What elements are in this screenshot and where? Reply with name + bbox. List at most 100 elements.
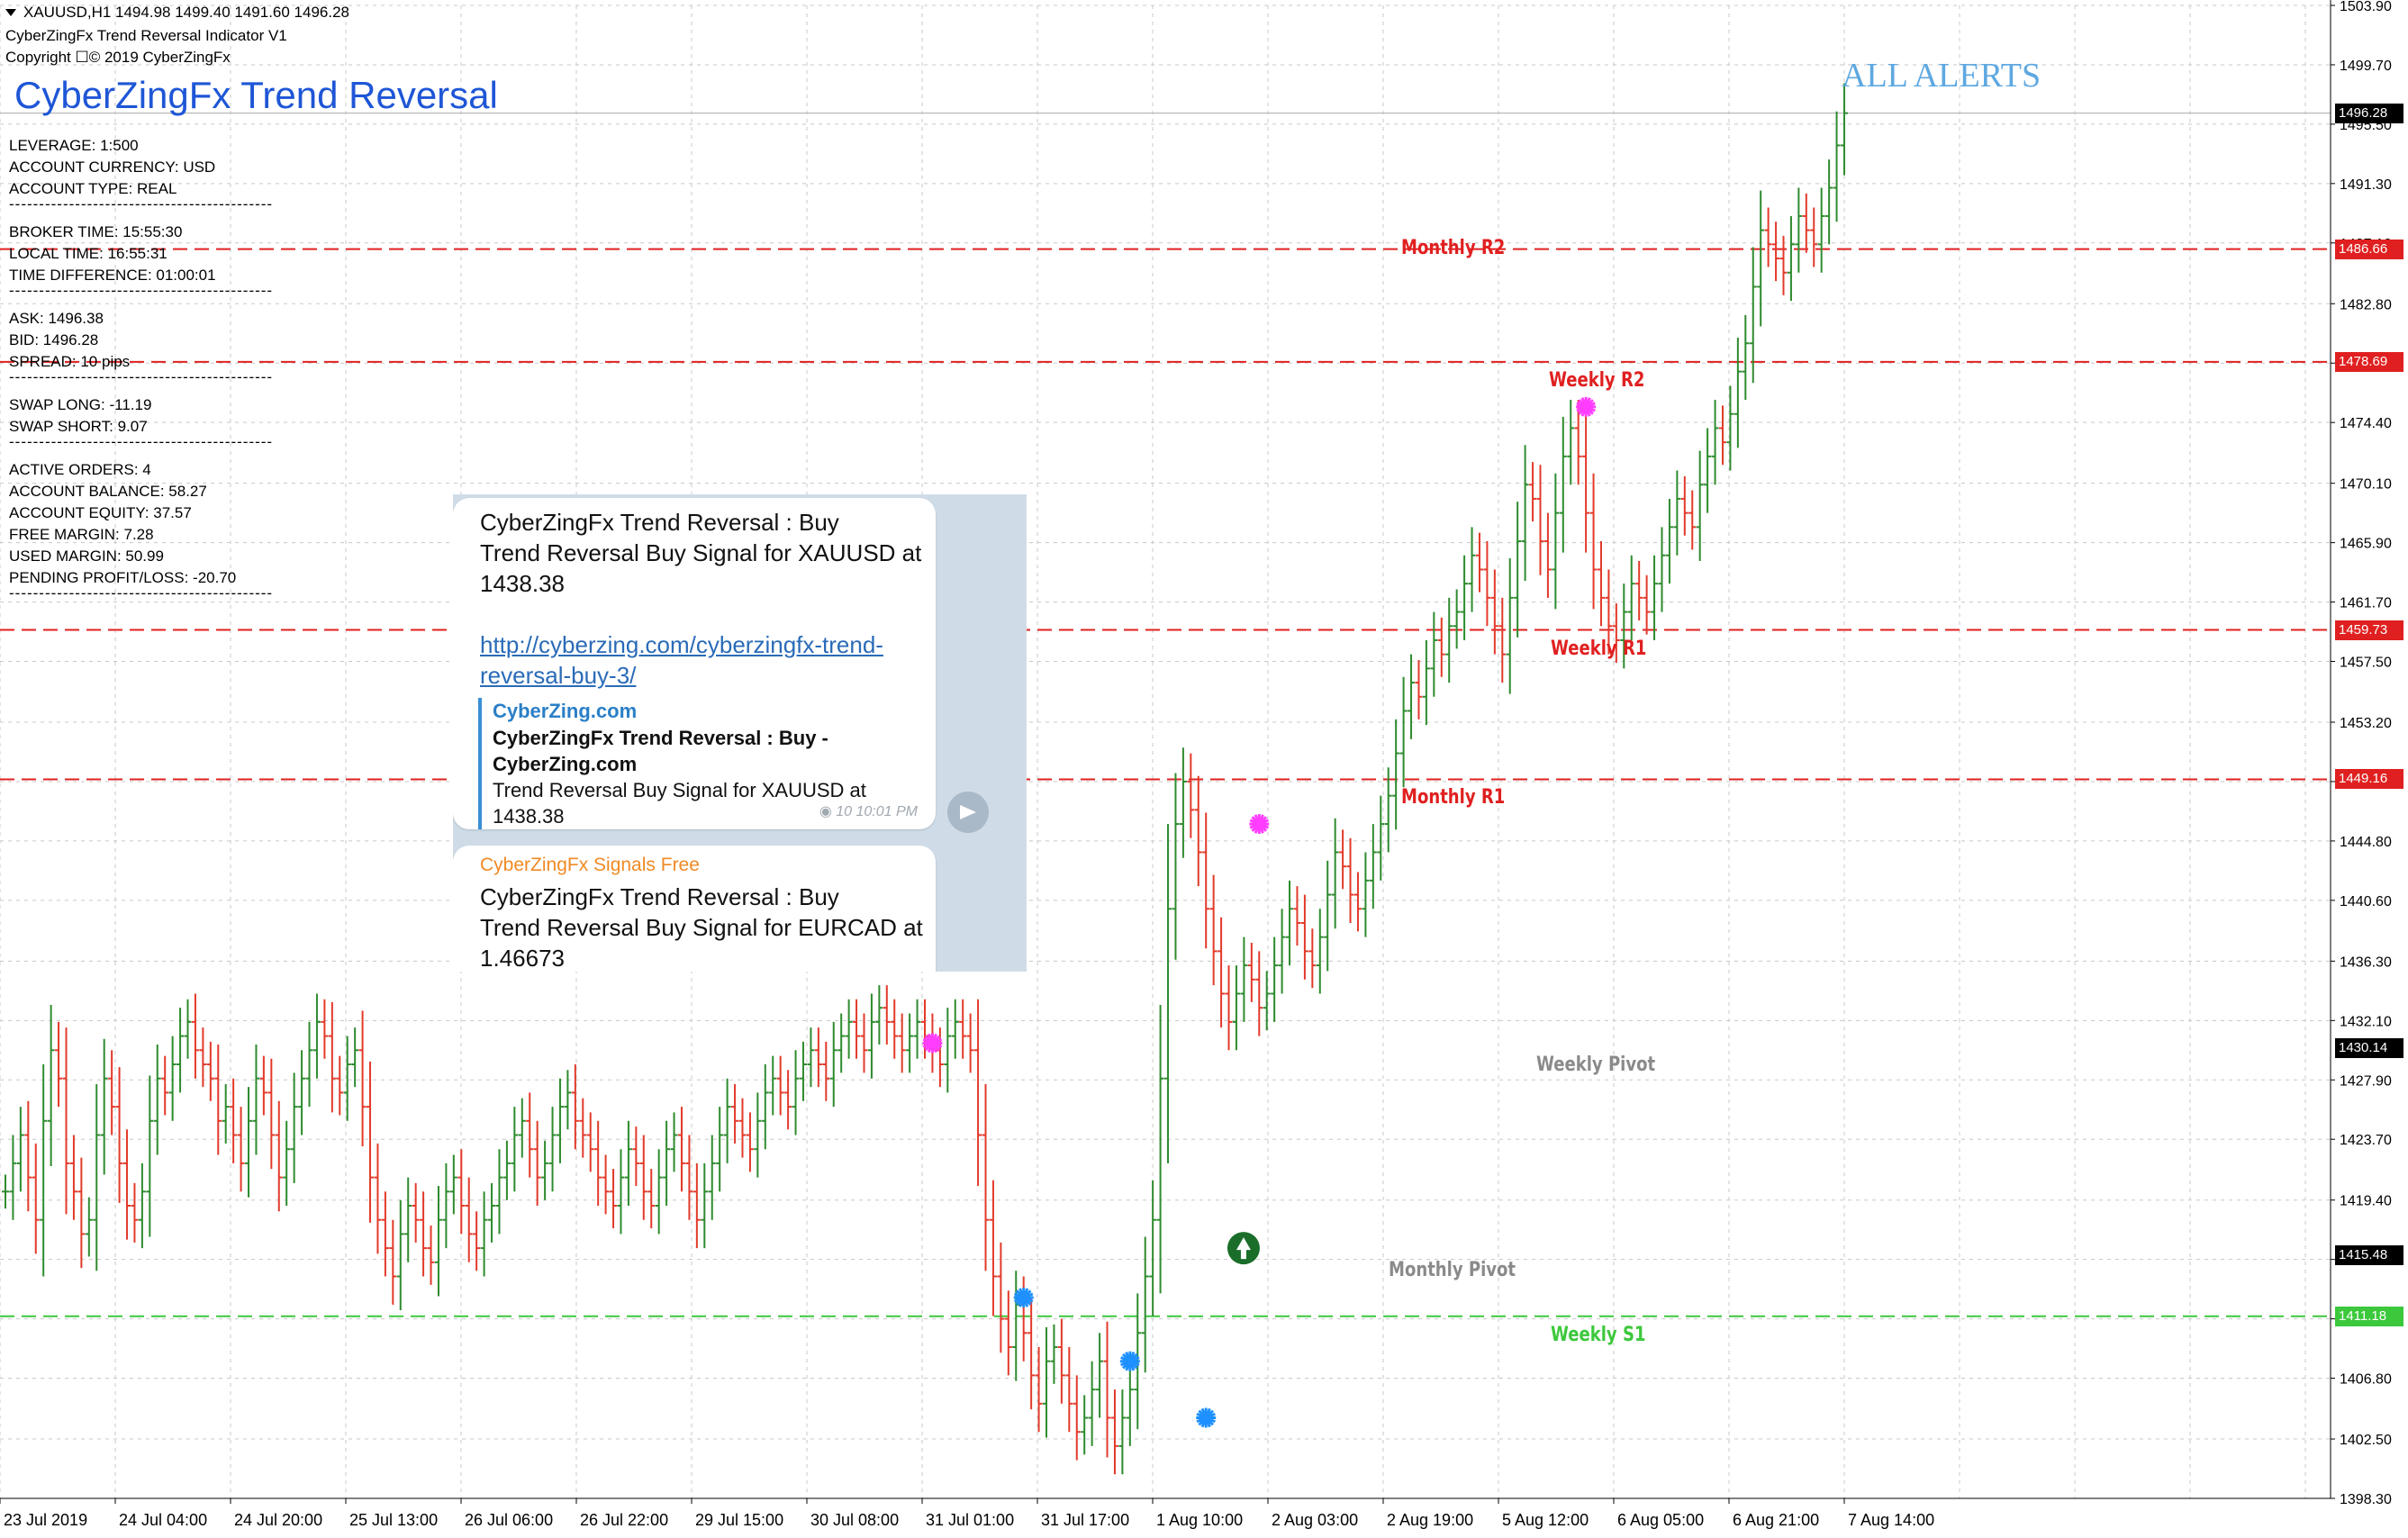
account-info-panel: LEVERAGE: 1:500 ACCOUNT CURRENCY: USD AC…	[9, 135, 273, 611]
broker-time-row: BROKER TIME: 15:55:30	[9, 223, 183, 240]
swap-long-row: SWAP LONG: -11.19	[9, 396, 152, 413]
y-tick-label: 1406.80	[2340, 1372, 2392, 1388]
level-label: Monthly R2	[1401, 236, 1506, 259]
swap-short-row: SWAP SHORT: 9.07	[9, 418, 148, 435]
buy-signal-marker	[1119, 1351, 1140, 1371]
marker-core	[1201, 1413, 1211, 1423]
level-label: Weekly Pivot	[1536, 1054, 1656, 1076]
preview-description: 1438.38	[493, 805, 565, 828]
x-tick-label: 29 Jul 15:00	[695, 1511, 783, 1529]
y-tick-label: 1427.90	[2340, 1073, 2392, 1089]
buy-arrow-glyph	[1236, 1237, 1251, 1260]
x-tick-label: 23 Jul 2019	[4, 1511, 87, 1529]
marker-core	[1581, 402, 1591, 412]
message-line: CyberZingFx Trend Reversal : Buy	[480, 509, 839, 536]
y-tick-label: 1465.90	[2340, 537, 2392, 552]
level-label: Weekly S1	[1551, 1323, 1646, 1346]
time-difference-row: TIME DIFFERENCE: 01:00:01	[9, 267, 216, 284]
level-price-box: 1449.16	[2335, 769, 2403, 790]
level-price-box: 1415.48	[2335, 1245, 2403, 1266]
x-tick-label: 7 Aug 14:00	[1848, 1511, 1934, 1529]
sell-signal-marker	[1576, 396, 1597, 417]
share-forward-icon[interactable]	[947, 792, 989, 833]
symbol-menu-caret-icon[interactable]	[5, 9, 16, 16]
account-balance-row: ACCOUNT BALANCE: 58.27	[9, 483, 207, 500]
y-tick-label: 1482.80	[2340, 297, 2392, 312]
y-tick-label: 1436.30	[2340, 954, 2392, 970]
y-tick-label: 1398.30	[2340, 1492, 2392, 1507]
link-preview[interactable]: CyberZing.com CyberZingFx Trend Reversal…	[478, 698, 889, 829]
x-tick-label: 30 Jul 08:00	[810, 1511, 899, 1529]
current-price-box: 1496.28	[2335, 103, 2403, 123]
y-tick-label: 1457.50	[2340, 656, 2392, 671]
x-tick-label: 24 Jul 04:00	[119, 1511, 207, 1529]
level-label: Monthly Pivot	[1389, 1259, 1516, 1281]
message-time: 10 10:01 PM	[836, 804, 918, 819]
y-tick-label: 1491.30	[2340, 177, 2392, 193]
buy-signal-marker	[1196, 1407, 1217, 1428]
message-sender: CyberZingFx Signals Free	[480, 855, 700, 875]
x-tick-label: 6 Aug 05:00	[1617, 1511, 1704, 1529]
preview-title: CyberZing.com	[493, 753, 638, 775]
level-price-box: 1411.18	[2335, 1306, 2403, 1326]
marker-core	[1018, 1293, 1028, 1303]
telegram-message-xauusd[interactable]: CyberZingFx Trend Reversal : Buy Trend R…	[453, 498, 936, 829]
level-label: Monthly R1	[1401, 786, 1506, 810]
preview-site: CyberZing.com	[493, 700, 638, 722]
pending-profit-loss-row: PENDING PROFIT/LOSS: -20.70	[9, 569, 237, 586]
eye-icon: ◉	[819, 804, 837, 819]
message-link[interactable]: reversal-buy-3/	[480, 662, 637, 689]
y-tick-label: 1461.70	[2340, 596, 2392, 611]
candlestick-series	[2, 83, 1848, 1475]
buy-arrow-icon	[1227, 1232, 1260, 1265]
preview-description: Trend Reversal Buy Signal for XAUUSD at	[493, 779, 866, 801]
free-margin-row: FREE MARGIN: 7.28	[9, 526, 154, 543]
y-tick-label: 1432.10	[2340, 1014, 2392, 1029]
y-tick-label: 1444.80	[2340, 835, 2392, 850]
sell-signal-marker	[1249, 814, 1270, 835]
marker-core	[928, 1038, 937, 1048]
y-tick-label: 1470.10	[2340, 477, 2392, 493]
leverage-row: LEVERAGE: 1:500	[9, 137, 139, 154]
x-tick-label: 25 Jul 13:00	[349, 1511, 438, 1529]
message-link[interactable]: http://cyberzing.com/cyberzingfx-trend-	[480, 631, 883, 658]
separator: ----------------------------------------…	[9, 282, 274, 299]
x-tick-label: 24 Jul 20:00	[234, 1511, 322, 1529]
sell-signal-marker	[922, 1033, 943, 1054]
level-price-box: 1478.69	[2335, 351, 2403, 372]
x-tick-label: 31 Jul 17:00	[1041, 1511, 1129, 1529]
y-tick-label: 1453.20	[2340, 716, 2392, 731]
x-tick-label: 31 Jul 01:00	[926, 1511, 1014, 1529]
bid-row: BID: 1496.28	[9, 331, 99, 348]
level-price-box: 1430.14	[2335, 1038, 2403, 1059]
indicator-name-line: CyberZingFx Trend Reversal Indicator V1	[5, 27, 287, 44]
x-tick-label: 6 Aug 21:00	[1733, 1511, 1819, 1529]
y-tick-label: 1419.40	[2340, 1194, 2392, 1209]
ask-row: ASK: 1496.38	[9, 310, 104, 327]
x-tick-label: 5 Aug 12:00	[1502, 1511, 1589, 1529]
active-orders-row: ACTIVE ORDERS: 4	[9, 461, 151, 478]
used-margin-row: USED MARGIN: 50.99	[9, 547, 164, 565]
marker-core	[1254, 819, 1264, 829]
y-tick-label: 1423.70	[2340, 1133, 2392, 1148]
preview-title: CyberZingFx Trend Reversal : Buy -	[493, 727, 828, 749]
level-price-box: 1459.73	[2335, 620, 2403, 640]
marker-core	[1125, 1356, 1135, 1366]
y-tick-label: 1440.60	[2340, 894, 2392, 909]
y-tick-label: 1503.90	[2340, 0, 2392, 14]
separator: ----------------------------------------…	[9, 368, 274, 385]
x-tick-label: 26 Jul 22:00	[580, 1511, 668, 1529]
level-label: Weekly R1	[1551, 637, 1647, 660]
message-line: 1438.38	[480, 570, 565, 597]
symbol-info-line: XAUUSD,H1 1494.98 1499.40 1491.60 1496.2…	[23, 4, 349, 21]
x-tick-label: 2 Aug 03:00	[1272, 1511, 1358, 1529]
telegram-message-eurcad[interactable]: CyberZingFx Signals Free CyberZingFx Tre…	[453, 846, 936, 972]
x-tick-label: 26 Jul 06:00	[465, 1511, 553, 1529]
account-currency-row: ACCOUNT CURRENCY: USD	[9, 158, 216, 176]
indicator-title: CyberZingFx Trend Reversal	[14, 74, 498, 116]
message-line: Trend Reversal Buy Signal for XAUUSD at	[480, 539, 922, 566]
account-type-row: ACCOUNT TYPE: REAL	[9, 180, 177, 197]
local-time-row: LOCAL TIME: 16:55:31	[9, 245, 167, 262]
